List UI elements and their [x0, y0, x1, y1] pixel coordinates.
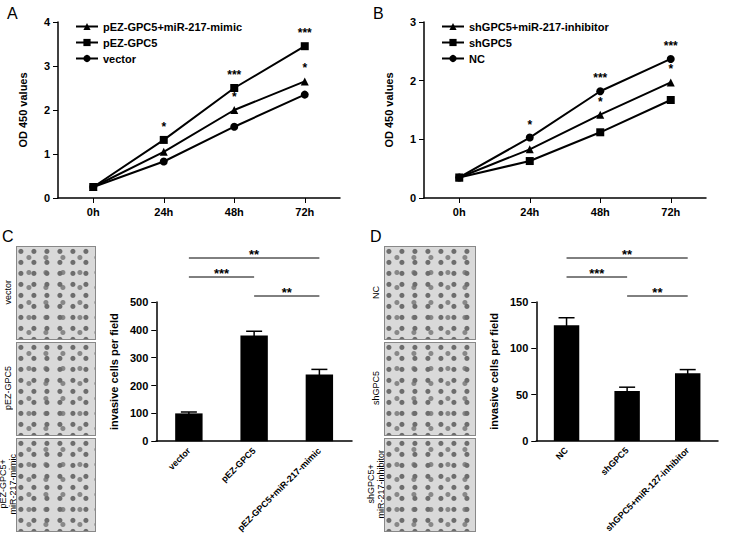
svg-text:***: *** — [593, 71, 607, 85]
svg-text:0h: 0h — [453, 206, 466, 218]
svg-text:pEZ-GPC5: pEZ-GPC5 — [103, 37, 157, 49]
svg-text:invasive cells per field: invasive cells per field — [108, 313, 120, 430]
svg-text:50: 50 — [516, 389, 528, 401]
svg-text:0h: 0h — [87, 206, 100, 218]
svg-text:vector: vector — [166, 445, 192, 471]
svg-text:*: * — [598, 95, 603, 109]
html-text:shGPC5+: shGPC5+ — [366, 464, 376, 504]
svg-text:***: *** — [298, 26, 312, 40]
svg-text:**: ** — [622, 247, 633, 262]
svg-text:vector: vector — [103, 53, 137, 65]
svg-text:shGPC5: shGPC5 — [469, 37, 512, 49]
svg-text:3: 3 — [44, 60, 50, 72]
svg-text:OD 450 values: OD 450 values — [17, 72, 29, 147]
html-text:pEZ-GPC5: pEZ-GPC5 — [3, 366, 13, 410]
svg-text:*: * — [302, 61, 307, 75]
svg-text:72h: 72h — [295, 206, 314, 218]
html-text:C: C — [2, 228, 14, 245]
svg-text:1: 1 — [410, 133, 416, 145]
svg-text:72h: 72h — [661, 206, 680, 218]
svg-text:*: * — [527, 118, 532, 132]
svg-text:4: 4 — [44, 16, 51, 28]
svg-text:*: * — [668, 62, 673, 76]
svg-text:400: 400 — [130, 324, 148, 336]
svg-text:24h: 24h — [154, 206, 173, 218]
svg-text:3: 3 — [410, 16, 416, 28]
svg-text:***: *** — [214, 266, 230, 281]
html-text:shGPC5: shGPC5 — [371, 371, 381, 405]
html-text:NC: NC — [371, 285, 381, 299]
svg-text:OD 450 values: OD 450 values — [383, 72, 395, 147]
svg-text:**: ** — [249, 247, 260, 262]
svg-text:**: ** — [282, 285, 293, 300]
svg-text:*: * — [232, 90, 237, 104]
svg-text:pEZ-GPC5+miR-217-mimic: pEZ-GPC5+miR-217-mimic — [236, 446, 323, 533]
svg-text:***: *** — [589, 266, 605, 281]
svg-text:***: *** — [227, 68, 241, 82]
svg-text:300: 300 — [130, 352, 148, 364]
svg-text:2: 2 — [410, 75, 416, 87]
svg-text:100: 100 — [130, 407, 148, 419]
svg-text:150: 150 — [510, 296, 528, 308]
html-text:miR-217-mimic: miR-217-mimic — [8, 453, 18, 515]
svg-text:1: 1 — [44, 148, 50, 160]
svg-text:500: 500 — [130, 296, 148, 308]
html-text:D: D — [370, 228, 382, 245]
svg-text:*: * — [161, 120, 166, 134]
svg-text:B: B — [373, 5, 384, 22]
svg-text:A: A — [7, 5, 18, 22]
svg-text:48h: 48h — [591, 206, 610, 218]
svg-text:pEZ-GPC5: pEZ-GPC5 — [219, 446, 257, 484]
svg-text:200: 200 — [130, 380, 148, 392]
svg-text:**: ** — [652, 285, 663, 300]
html-text:miR-217-inhibitor: miR-217-inhibitor — [376, 449, 386, 519]
svg-text:pEZ-GPC5+miR-217-mimic: pEZ-GPC5+miR-217-mimic — [103, 21, 242, 33]
svg-text:2: 2 — [44, 104, 50, 116]
svg-text:NC: NC — [554, 445, 571, 462]
svg-text:shGPC5+miR-217-inhibitor: shGPC5+miR-217-inhibitor — [469, 21, 609, 33]
svg-text:0: 0 — [522, 435, 528, 447]
svg-text:shGPC5: shGPC5 — [599, 445, 631, 477]
svg-text:NC: NC — [469, 53, 485, 65]
svg-text:48h: 48h — [225, 206, 244, 218]
svg-text:0: 0 — [410, 192, 416, 204]
svg-text:24h: 24h — [520, 206, 539, 218]
svg-text:invasive cells per field: invasive cells per field — [488, 313, 500, 430]
svg-text:0: 0 — [44, 192, 50, 204]
svg-text:0: 0 — [142, 435, 148, 447]
svg-text:shGPC5+miR-127-inhibitor: shGPC5+miR-127-inhibitor — [604, 445, 692, 533]
html-text:vector: vector — [3, 279, 13, 305]
svg-text:***: *** — [664, 39, 678, 53]
svg-text:100: 100 — [510, 342, 528, 354]
